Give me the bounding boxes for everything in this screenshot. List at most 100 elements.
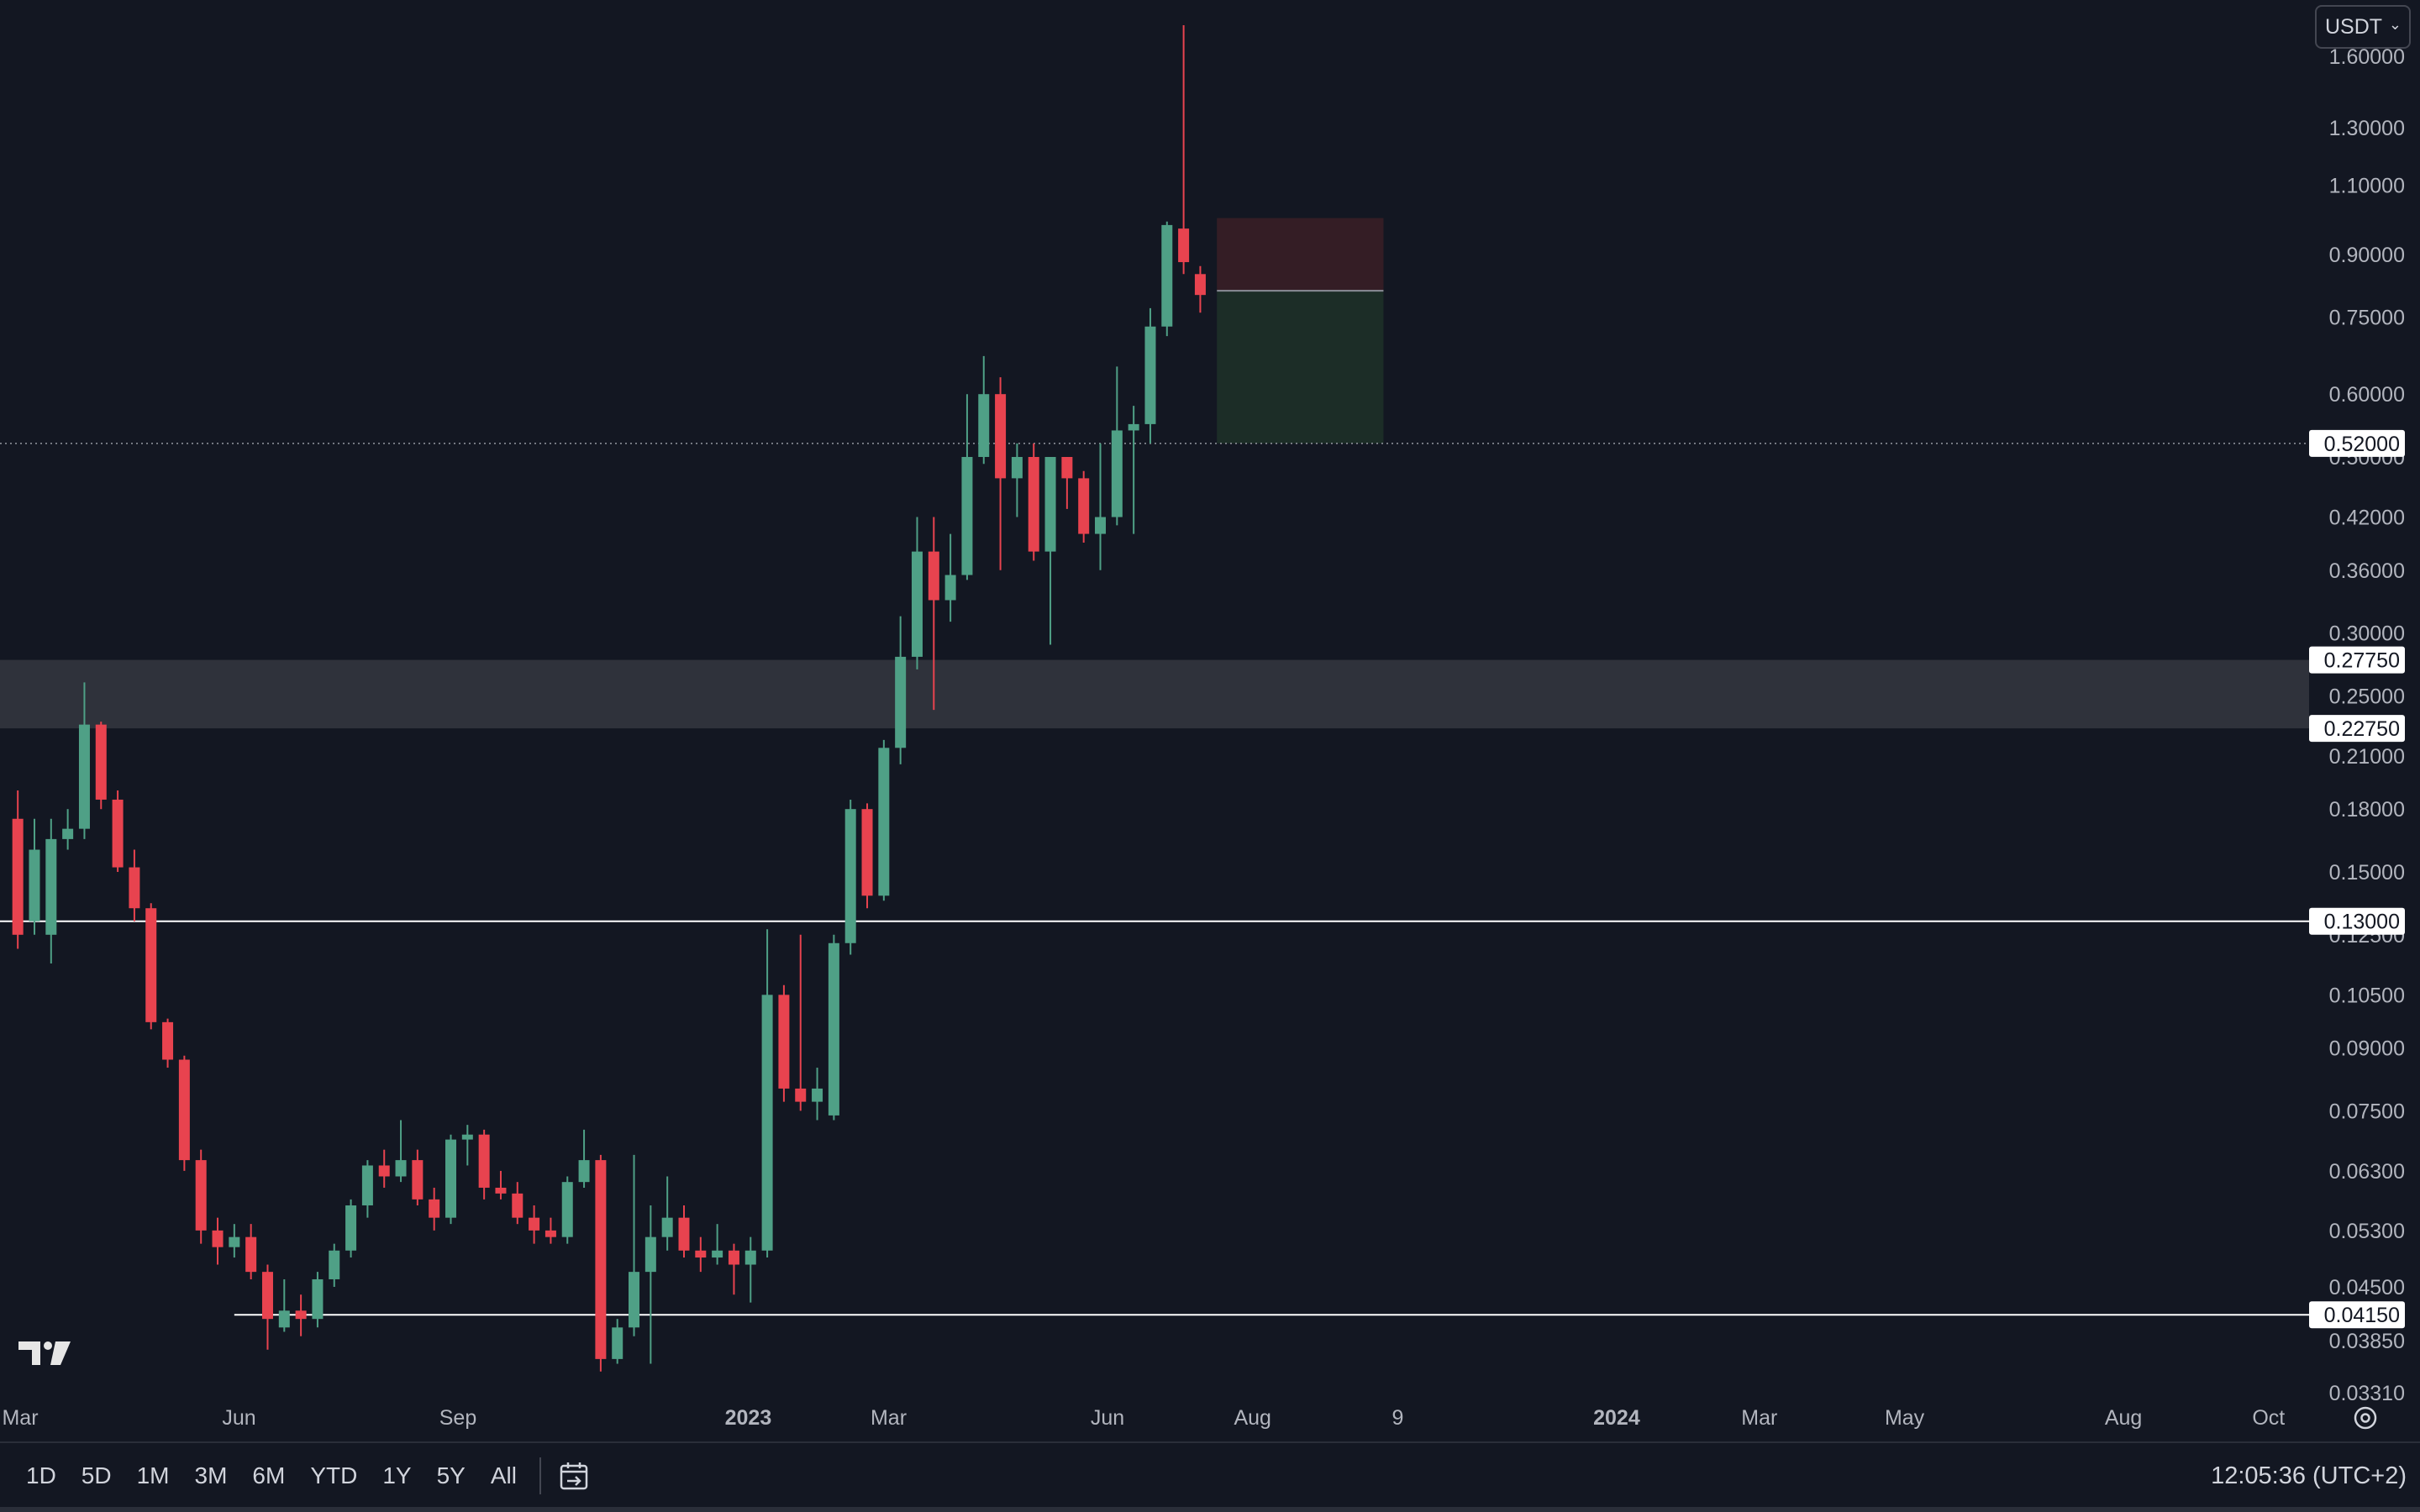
candle[interactable] — [595, 1154, 607, 1372]
candle[interactable] — [378, 1149, 390, 1188]
candle[interactable] — [495, 1170, 507, 1200]
tradingview-logo-icon[interactable] — [18, 1338, 72, 1368]
candle[interactable] — [78, 682, 90, 839]
range-ytd-button[interactable]: YTD — [310, 1462, 358, 1488]
candle[interactable] — [1111, 366, 1123, 526]
range-1y-button[interactable]: 1Y — [382, 1462, 412, 1488]
target-zone[interactable] — [1217, 291, 1384, 444]
candle[interactable] — [1144, 307, 1156, 444]
y-tick-label: 0.03850 — [2329, 1330, 2405, 1353]
candle[interactable] — [629, 1154, 640, 1336]
candle[interactable] — [512, 1182, 523, 1225]
candle[interactable] — [1028, 443, 1039, 561]
range-1m-button[interactable]: 1M — [136, 1462, 170, 1488]
candle[interactable] — [395, 1120, 407, 1183]
candle[interactable] — [1194, 265, 1206, 313]
range-6m-button[interactable]: 6M — [252, 1462, 286, 1488]
candle[interactable] — [95, 722, 107, 810]
range-3m-button[interactable]: 3M — [194, 1462, 228, 1488]
candle[interactable] — [145, 903, 157, 1030]
level-price-tag — [2309, 907, 2405, 935]
clock-timezone[interactable]: 12:05:36 (UTC+2) — [2211, 1462, 2407, 1489]
candle[interactable] — [1078, 470, 1090, 543]
candle[interactable] — [178, 1055, 190, 1171]
currency-select[interactable]: USDT ⌄ — [2315, 5, 2411, 49]
range-1d-button[interactable]: 1D — [26, 1462, 56, 1488]
candle[interactable] — [1011, 443, 1023, 517]
candle[interactable] — [412, 1149, 424, 1205]
range-all-button[interactable]: All — [490, 1462, 517, 1488]
price-chart[interactable]: 1.60000 1.30000 1.10000 0.90000 0.75000 0.600… — [0, 0, 2420, 1436]
candle[interactable] — [329, 1243, 340, 1287]
range-5d-button[interactable]: 5D — [81, 1462, 112, 1488]
candle[interactable] — [561, 1176, 573, 1244]
candle[interactable] — [844, 799, 856, 955]
y-tick-label: 0.36000 — [2329, 559, 2405, 583]
candle[interactable] — [612, 1319, 623, 1364]
candle[interactable] — [162, 1018, 174, 1068]
candle-body — [1061, 457, 1073, 479]
candle[interactable] — [29, 818, 40, 935]
calendar-goto-icon[interactable] — [553, 1455, 595, 1497]
candle[interactable] — [45, 818, 57, 964]
candle[interactable] — [728, 1243, 739, 1295]
candle[interactable] — [795, 934, 807, 1111]
candle[interactable] — [361, 1160, 373, 1218]
candle[interactable] — [1178, 25, 1190, 275]
candle[interactable] — [978, 355, 990, 465]
candle-body — [295, 1310, 307, 1320]
range-5y-button[interactable]: 5Y — [436, 1462, 466, 1488]
candle[interactable] — [461, 1125, 473, 1166]
x-tick-label: Mar — [871, 1406, 907, 1430]
candle[interactable] — [429, 1187, 440, 1231]
candle[interactable] — [478, 1129, 490, 1200]
candle[interactable] — [112, 790, 124, 872]
candle[interactable] — [1061, 457, 1073, 509]
candle[interactable] — [12, 790, 24, 949]
candle[interactable] — [278, 1278, 290, 1332]
candle[interactable] — [695, 1236, 707, 1273]
candle[interactable] — [678, 1205, 690, 1258]
y-tick-label: 0.05300 — [2329, 1220, 2405, 1243]
candle[interactable] — [895, 616, 907, 764]
candle[interactable] — [544, 1217, 556, 1244]
candle[interactable] — [1044, 457, 1056, 645]
candle[interactable] — [445, 1134, 457, 1225]
candle[interactable] — [129, 849, 140, 921]
candle[interactable] — [944, 533, 956, 622]
candle-body — [278, 1310, 290, 1328]
candle[interactable] — [245, 1224, 257, 1279]
candle[interactable] — [312, 1272, 324, 1328]
candle[interactable] — [295, 1294, 307, 1336]
candle[interactable] — [878, 739, 890, 901]
candle[interactable] — [261, 1264, 273, 1350]
candle[interactable] — [578, 1129, 590, 1188]
candle[interactable] — [961, 394, 973, 580]
candle[interactable] — [529, 1205, 540, 1244]
stop-zone[interactable] — [1217, 218, 1384, 291]
candle[interactable] — [195, 1149, 207, 1244]
candle[interactable] — [928, 517, 939, 711]
candle-body — [395, 1160, 407, 1177]
candle-body — [312, 1278, 324, 1320]
candle[interactable] — [62, 809, 74, 850]
candle[interactable] — [911, 517, 923, 669]
candle[interactable] — [644, 1205, 656, 1364]
candle[interactable] — [661, 1176, 673, 1251]
candle[interactable] — [345, 1199, 357, 1258]
candle[interactable] — [1128, 406, 1139, 534]
candle[interactable] — [1161, 221, 1173, 337]
candle[interactable] — [778, 984, 790, 1102]
candle[interactable] — [744, 1236, 756, 1303]
sr-zone[interactable] — [0, 659, 2309, 729]
candle[interactable] — [712, 1224, 723, 1265]
gear-icon[interactable] — [2354, 1406, 2377, 1430]
candle[interactable] — [861, 803, 873, 909]
candle[interactable] — [812, 1068, 823, 1121]
candle[interactable] — [761, 929, 773, 1258]
candle[interactable] — [1095, 443, 1107, 570]
candle[interactable] — [212, 1217, 224, 1265]
candle[interactable] — [229, 1224, 240, 1258]
candle[interactable] — [828, 934, 839, 1121]
candle[interactable] — [995, 377, 1007, 570]
